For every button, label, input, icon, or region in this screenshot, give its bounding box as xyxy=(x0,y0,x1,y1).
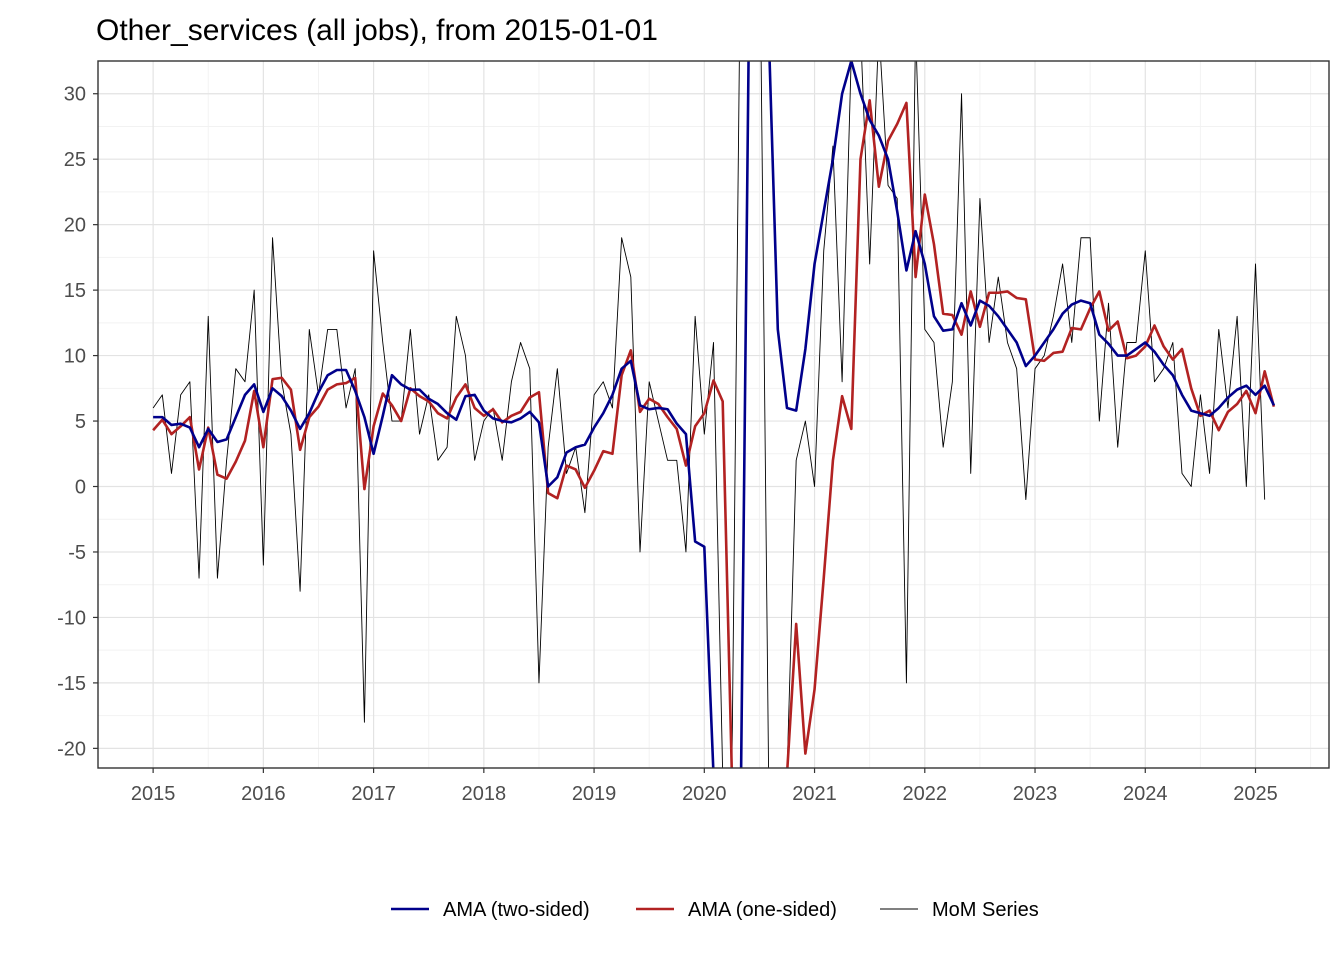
y-tick-label: 5 xyxy=(75,411,86,433)
legend-label: AMA (one-sided) xyxy=(688,899,837,921)
y-tick-label: -20 xyxy=(57,738,86,760)
x-tick-label: 2019 xyxy=(572,783,617,805)
axis-layer: 2015 2016 2017 2018 2019 2020 2021 2022 2023 2024… xyxy=(57,84,1278,805)
x-tick-label: 2020 xyxy=(682,783,727,805)
legend-label: AMA (two-sided) xyxy=(443,899,590,921)
series-line-mom-series xyxy=(152,61,1266,768)
y-tick-label: 15 xyxy=(64,280,86,302)
x-tick-label: 2021 xyxy=(792,783,837,805)
x-tick-label: 2024 xyxy=(1123,783,1168,805)
y-tick-label: -10 xyxy=(57,607,86,629)
x-tick-label: 2022 xyxy=(903,783,948,805)
x-tick-label: 2017 xyxy=(351,783,396,805)
y-tick-label: 30 xyxy=(64,84,86,106)
y-tick-label: 25 xyxy=(64,149,86,171)
y-tick-label: 0 xyxy=(75,477,86,499)
y-tick-label: -15 xyxy=(57,673,86,695)
plot-border xyxy=(97,60,1330,769)
x-tick-label: 2025 xyxy=(1233,783,1278,805)
series-line-ama-one-sided xyxy=(152,98,1276,768)
x-tick-label: 2023 xyxy=(1013,783,1058,805)
y-tick-label: 10 xyxy=(64,346,86,368)
legend: AMA (two-sided) AMA (one-sided) MoM Series xyxy=(391,899,1039,921)
legend-label: MoM Series xyxy=(932,899,1039,921)
x-tick-label: 2018 xyxy=(462,783,507,805)
x-tick-label: 2015 xyxy=(131,783,176,805)
chart-title: Other_services (all jobs), from 2015-01-… xyxy=(96,14,658,47)
series-layer xyxy=(152,61,1276,768)
y-tick-label: -5 xyxy=(68,542,86,564)
y-tick-label: 20 xyxy=(64,215,86,237)
x-tick-label: 2016 xyxy=(241,783,286,805)
series-line-ama-two-sided xyxy=(153,61,1276,768)
